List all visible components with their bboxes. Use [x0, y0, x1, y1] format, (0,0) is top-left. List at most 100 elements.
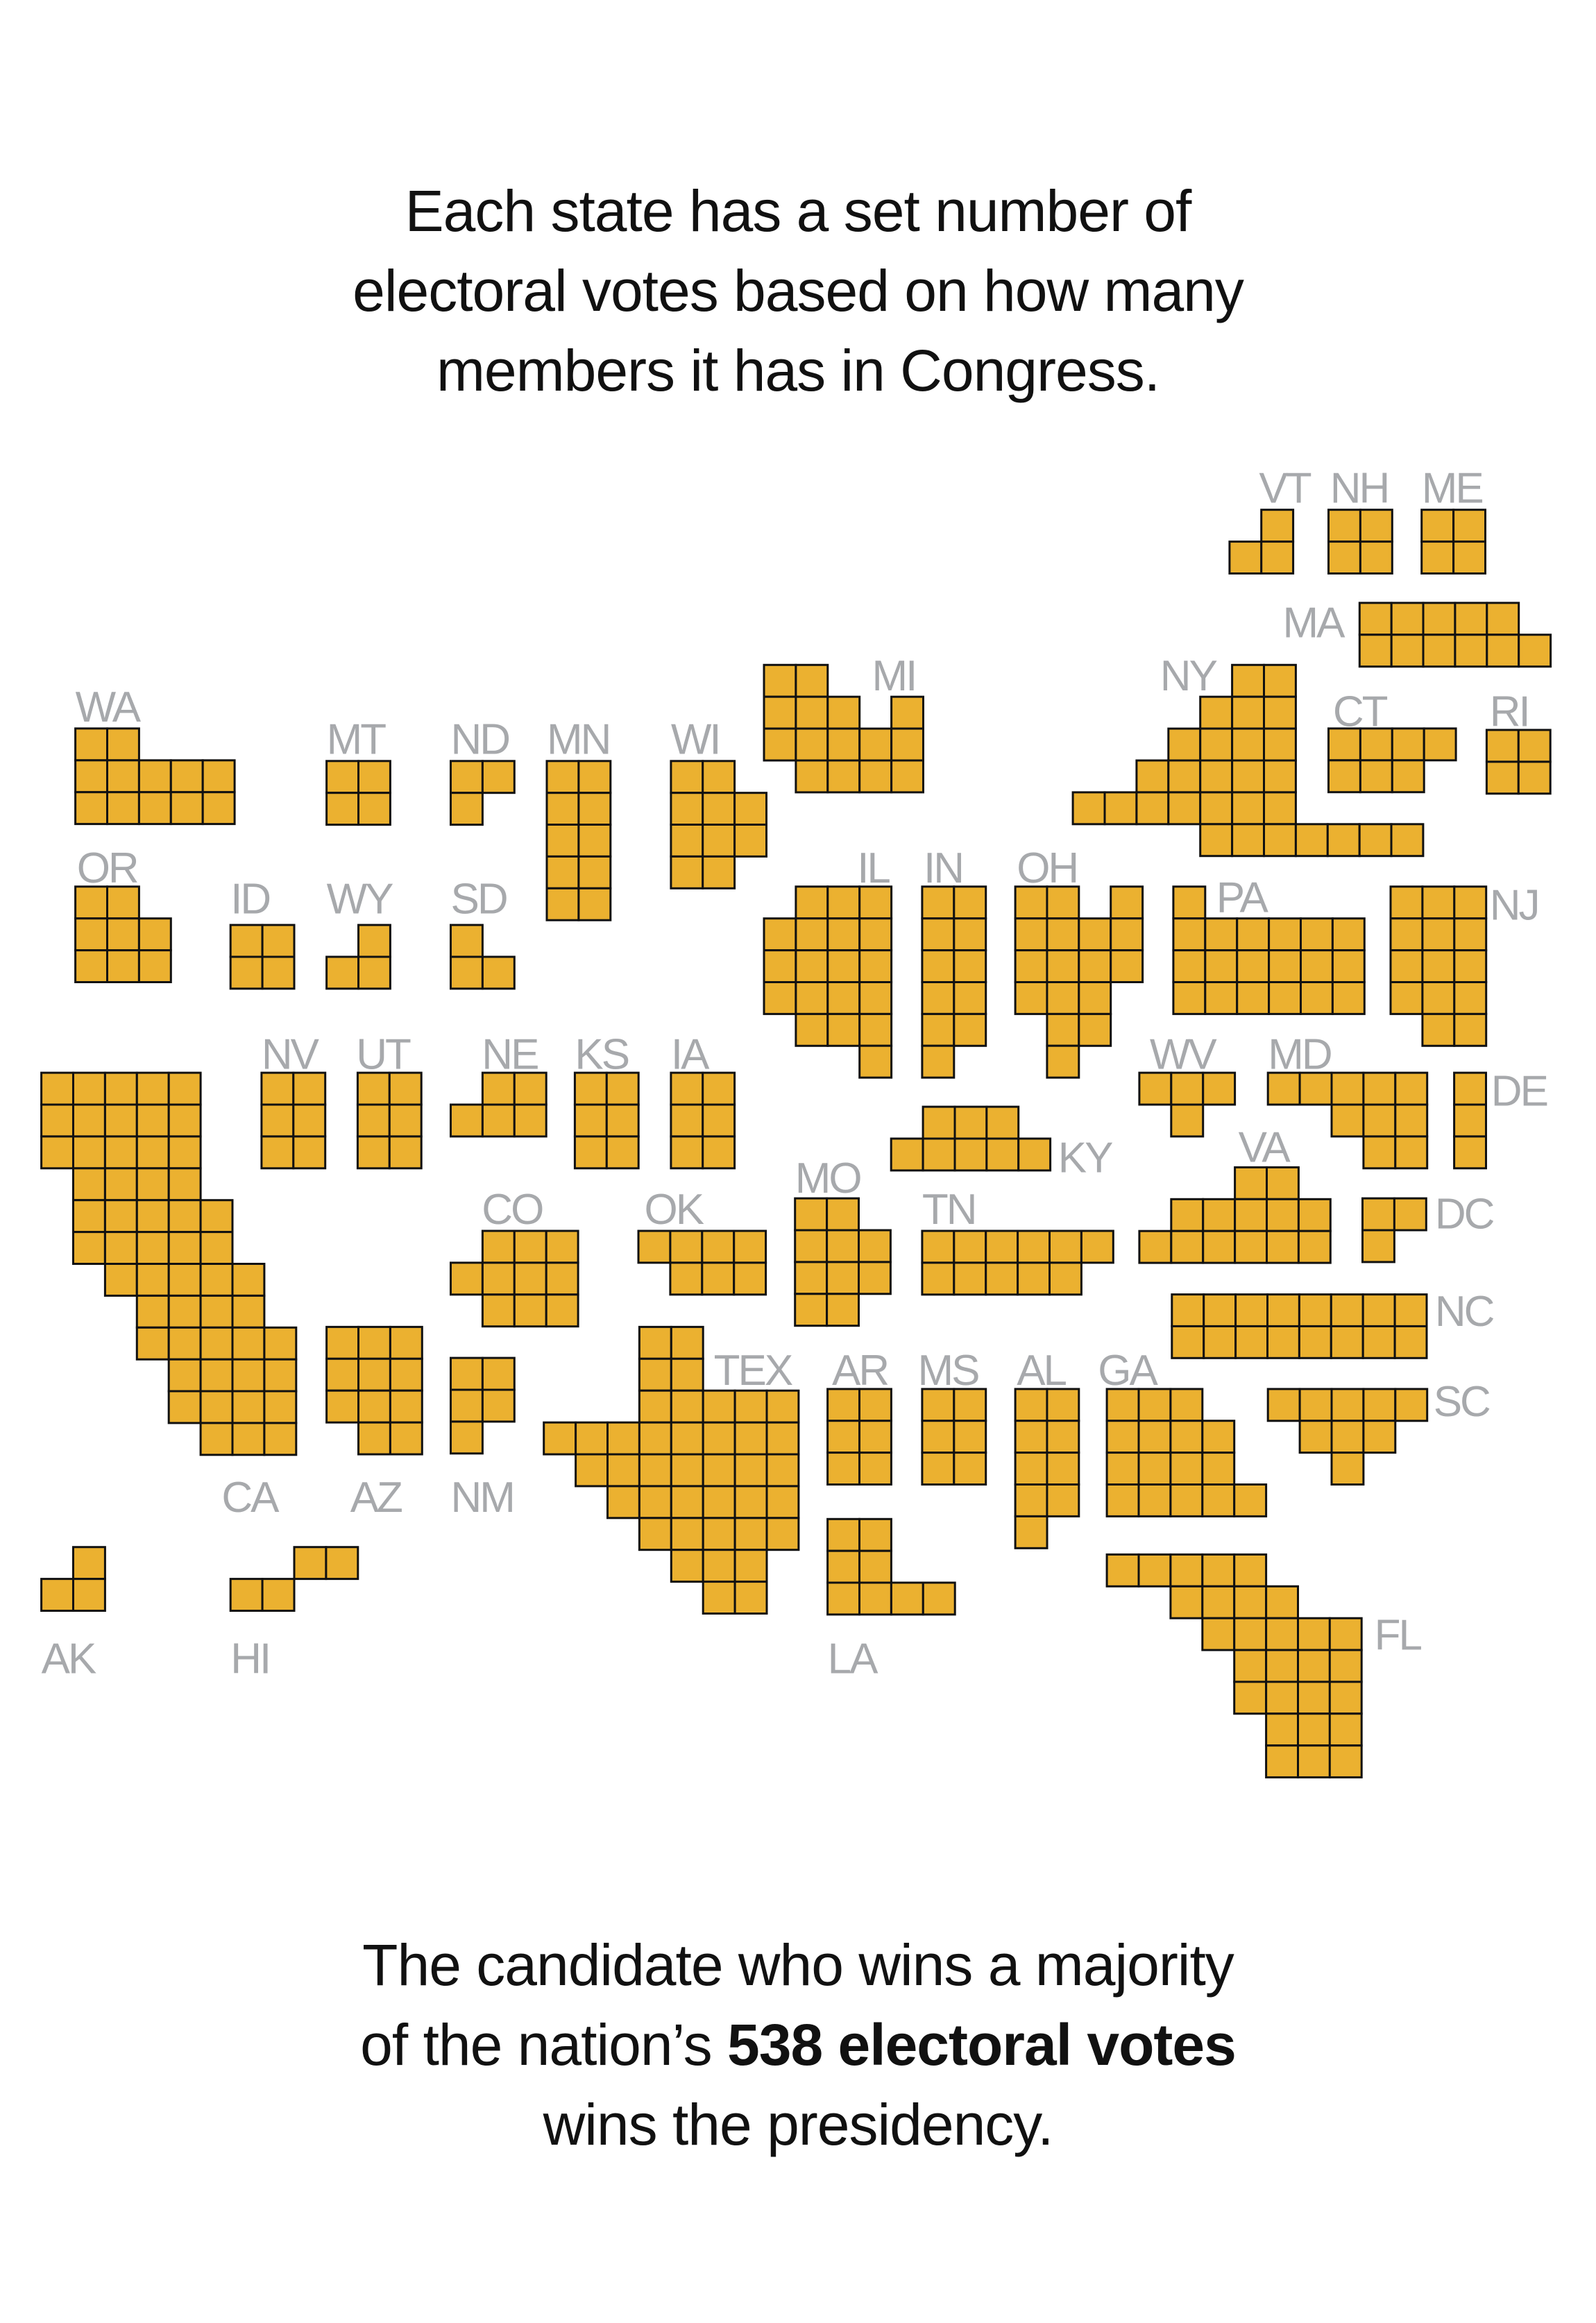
state-label-ut: UT: [356, 1030, 411, 1078]
electoral-vote-cell-wi: [702, 855, 736, 890]
electoral-vote-cell-ny: [1231, 727, 1265, 762]
electoral-vote-cell-nh: [1327, 541, 1361, 575]
electoral-vote-cell-ny: [1358, 823, 1393, 858]
electoral-vote-cell-wv: [1170, 1103, 1205, 1138]
electoral-vote-cell-il: [826, 949, 861, 983]
state-nc: NC: [1171, 1288, 1496, 1359]
electoral-vote-cell-tex: [733, 1517, 768, 1551]
state-sc: SC: [1266, 1378, 1492, 1486]
electoral-vote-cell-ga: [1169, 1483, 1204, 1517]
electoral-vote-cell-fl: [1297, 1649, 1331, 1683]
electoral-vote-cell-az: [389, 1389, 423, 1424]
electoral-vote-cell-ma: [1454, 633, 1488, 668]
electoral-vote-cell-tn: [921, 1261, 956, 1296]
outro-line: wins the presidency.: [543, 2092, 1054, 2157]
electoral-vote-cell-ny: [1263, 823, 1297, 858]
electoral-vote-cell-il: [763, 917, 797, 952]
state-label-ms: MS: [918, 1347, 979, 1395]
electoral-vote-cell-oh: [1078, 949, 1112, 983]
electoral-vote-cell-oh: [1078, 1012, 1112, 1047]
electoral-vote-cell-md: [1330, 1103, 1365, 1138]
electoral-vote-cell-sd: [481, 955, 516, 990]
electoral-vote-cell-nc: [1234, 1325, 1268, 1359]
electoral-vote-cell-va: [1202, 1198, 1237, 1232]
electoral-vote-cell-ga: [1105, 1420, 1140, 1454]
electoral-vote-cell-ks: [605, 1135, 640, 1170]
state-label-tn: TN: [922, 1186, 976, 1234]
electoral-vote-cell-fl: [1328, 1649, 1363, 1683]
state-label-wy: WY: [327, 876, 393, 924]
electoral-vote-cell-md: [1330, 1071, 1365, 1106]
intro-line: electoral votes based on how many: [353, 258, 1244, 323]
electoral-vote-cell-ak: [72, 1546, 106, 1581]
electoral-vote-cell-ky: [922, 1137, 956, 1172]
electoral-vote-cell-pa: [1268, 949, 1302, 983]
electoral-vote-cell-fl: [1265, 1649, 1299, 1683]
electoral-vote-cell-oh: [1046, 949, 1080, 983]
state-label-nj: NJ: [1490, 881, 1538, 929]
electoral-vote-cell-pa: [1300, 981, 1334, 1015]
electoral-vote-cell-ca: [135, 1071, 170, 1106]
electoral-vote-cell-or: [106, 885, 140, 920]
electoral-vote-cell-in: [953, 981, 987, 1015]
electoral-vote-cell-ny: [1199, 695, 1234, 730]
electoral-vote-cell-ca: [135, 1263, 170, 1297]
electoral-vote-cell-mi: [826, 695, 861, 730]
electoral-vote-cell-mn: [545, 824, 580, 858]
electoral-vote-cell-oh: [1046, 1044, 1080, 1079]
electoral-vote-cell-fl: [1201, 1553, 1236, 1588]
state-ar: AR: [826, 1347, 892, 1486]
state-label-sd: SD: [451, 876, 507, 924]
electoral-vote-cell-va: [1266, 1229, 1300, 1264]
electoral-vote-cell-fl: [1265, 1585, 1299, 1619]
electoral-vote-cell-ut: [388, 1103, 423, 1138]
electoral-vote-cell-pa: [1331, 949, 1366, 983]
electoral-vote-cell-dc: [1393, 1197, 1427, 1232]
electoral-vote-cell-mn: [577, 792, 612, 826]
electoral-vote-cell-tex: [638, 1325, 672, 1360]
state-label-mn: MN: [547, 716, 609, 764]
electoral-vote-cell-sc: [1362, 1420, 1397, 1454]
state-label-ne: NE: [482, 1030, 538, 1078]
electoral-vote-cell-tex: [543, 1421, 577, 1456]
state-wi: WI: [670, 716, 767, 890]
electoral-vote-cell-mn: [545, 855, 580, 890]
electoral-vote-cell-ny: [1263, 727, 1297, 762]
electoral-vote-cell-ms: [953, 1452, 987, 1486]
state-oh: OH: [1014, 844, 1144, 1079]
outro-text-plain: of the nation’s: [360, 2012, 728, 2077]
electoral-vote-cell-il: [858, 981, 893, 1015]
state-mi: MI: [763, 652, 924, 794]
electoral-vote-cell-fl: [1297, 1680, 1331, 1715]
electoral-vote-cell-hi: [261, 1578, 296, 1613]
electoral-vote-cell-ca: [135, 1103, 170, 1138]
electoral-vote-cell-mo: [826, 1197, 860, 1232]
electoral-vote-cell-me: [1420, 541, 1455, 575]
electoral-vote-cell-in: [921, 1044, 956, 1079]
electoral-vote-cell-ma: [1390, 602, 1425, 636]
electoral-vote-cell-nj: [1421, 981, 1456, 1015]
electoral-vote-cell-pa: [1204, 917, 1239, 952]
electoral-vote-cell-ca: [103, 1135, 138, 1170]
electoral-vote-cell-de: [1453, 1103, 1488, 1138]
electoral-vote-cell-wa: [74, 759, 108, 794]
electoral-vote-cell-tn: [1017, 1261, 1051, 1296]
electoral-vote-cell-il: [795, 981, 829, 1015]
electoral-vote-cell-nc: [1361, 1325, 1396, 1359]
electoral-vote-cell-tex: [702, 1453, 736, 1488]
state-label-md: MD: [1268, 1030, 1331, 1078]
electoral-vote-cell-ga: [1201, 1452, 1236, 1486]
state-label-ma: MA: [1283, 599, 1346, 647]
electoral-vote-cell-nc: [1393, 1325, 1428, 1359]
electoral-vote-cell-pa: [1331, 981, 1366, 1015]
electoral-vote-cell-il: [826, 981, 861, 1015]
electoral-vote-cell-sc: [1298, 1388, 1333, 1422]
electoral-vote-cell-ky: [1017, 1137, 1052, 1172]
electoral-vote-cell-nc: [1203, 1293, 1237, 1327]
electoral-vote-cell-tex: [765, 1453, 800, 1488]
electoral-vote-cell-nc: [1266, 1293, 1300, 1327]
electoral-vote-cell-fl: [1328, 1680, 1363, 1715]
electoral-vote-cell-ca: [199, 1199, 234, 1234]
state-label-nd: ND: [451, 716, 509, 764]
electoral-vote-cell-ca: [167, 1199, 202, 1234]
